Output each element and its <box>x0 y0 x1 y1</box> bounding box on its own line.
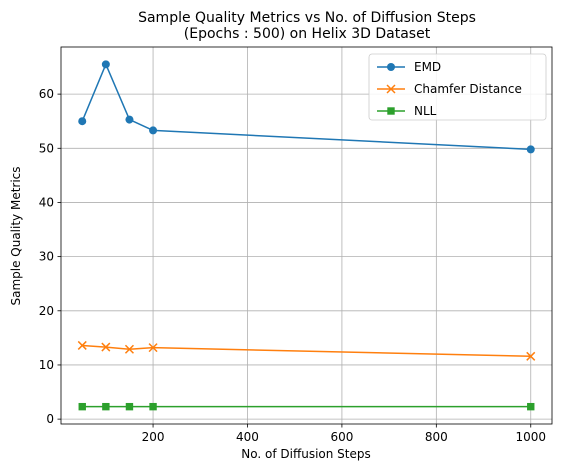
legend-label: EMD <box>414 60 441 74</box>
data-point-chamfer-distance <box>101 342 111 352</box>
legend: EMD Chamfer Distance NLL <box>368 53 547 121</box>
data-point-emd <box>125 115 134 124</box>
series-nll <box>78 402 535 411</box>
plot-frame <box>60 46 553 425</box>
legend-marker <box>387 63 395 71</box>
legend-item-emd: EMD <box>377 60 441 74</box>
legend-marker <box>387 107 395 115</box>
data-point-chamfer-distance <box>124 344 134 354</box>
legend-item-chamfer-distance: Chamfer Distance <box>377 82 522 96</box>
legend-label: NLL <box>414 104 437 118</box>
y-tick-label: 10 <box>39 358 54 372</box>
legend-label: Chamfer Distance <box>414 82 522 96</box>
y-tick-label: 50 <box>39 141 54 155</box>
y-tick-label: 40 <box>39 195 54 209</box>
y-axis-label: Sample Quality Metrics <box>9 166 23 305</box>
data-point-chamfer-distance <box>148 343 158 353</box>
x-tick-label: 400 <box>236 430 259 444</box>
x-tick-label: 800 <box>425 430 448 444</box>
data-point-emd <box>526 145 535 154</box>
x-axis-label: No. of Diffusion Steps <box>241 447 371 461</box>
data-point-nll <box>78 402 86 411</box>
data-point-chamfer-distance <box>77 340 87 350</box>
y-tick-label: 20 <box>39 304 54 318</box>
grid-lines <box>61 47 552 424</box>
y-tick-label: 60 <box>39 87 54 101</box>
x-tick-label: 600 <box>330 430 353 444</box>
data-point-emd <box>101 60 110 69</box>
data-point-emd <box>149 126 158 135</box>
data-point-nll <box>102 402 110 411</box>
data-point-nll <box>125 402 134 411</box>
series-layer <box>77 60 536 411</box>
data-point-nll <box>149 402 157 411</box>
y-tick-label: 0 <box>46 412 54 426</box>
legend-marker <box>386 84 396 94</box>
legend-item-nll: NLL <box>377 104 437 118</box>
series-chamfer-distance <box>77 340 536 361</box>
x-tick-label: 200 <box>142 430 165 444</box>
data-point-nll <box>527 402 535 411</box>
legend-box <box>368 53 547 121</box>
data-point-chamfer-distance <box>526 351 536 361</box>
data-point-emd <box>78 117 87 126</box>
series-emd <box>78 60 535 154</box>
chart-title: Sample Quality Metrics vs No. of Diffusi… <box>138 10 476 26</box>
x-tick-label: 1000 <box>515 430 546 444</box>
chart-subtitle: (Epochs : 500) on Helix 3D Dataset <box>184 26 431 42</box>
y-tick-label: 30 <box>39 250 54 264</box>
y-axis-ticks: 0 10 20 30 40 50 60 <box>39 87 61 426</box>
x-axis-ticks: 200 400 600 800 1000 <box>142 424 546 444</box>
